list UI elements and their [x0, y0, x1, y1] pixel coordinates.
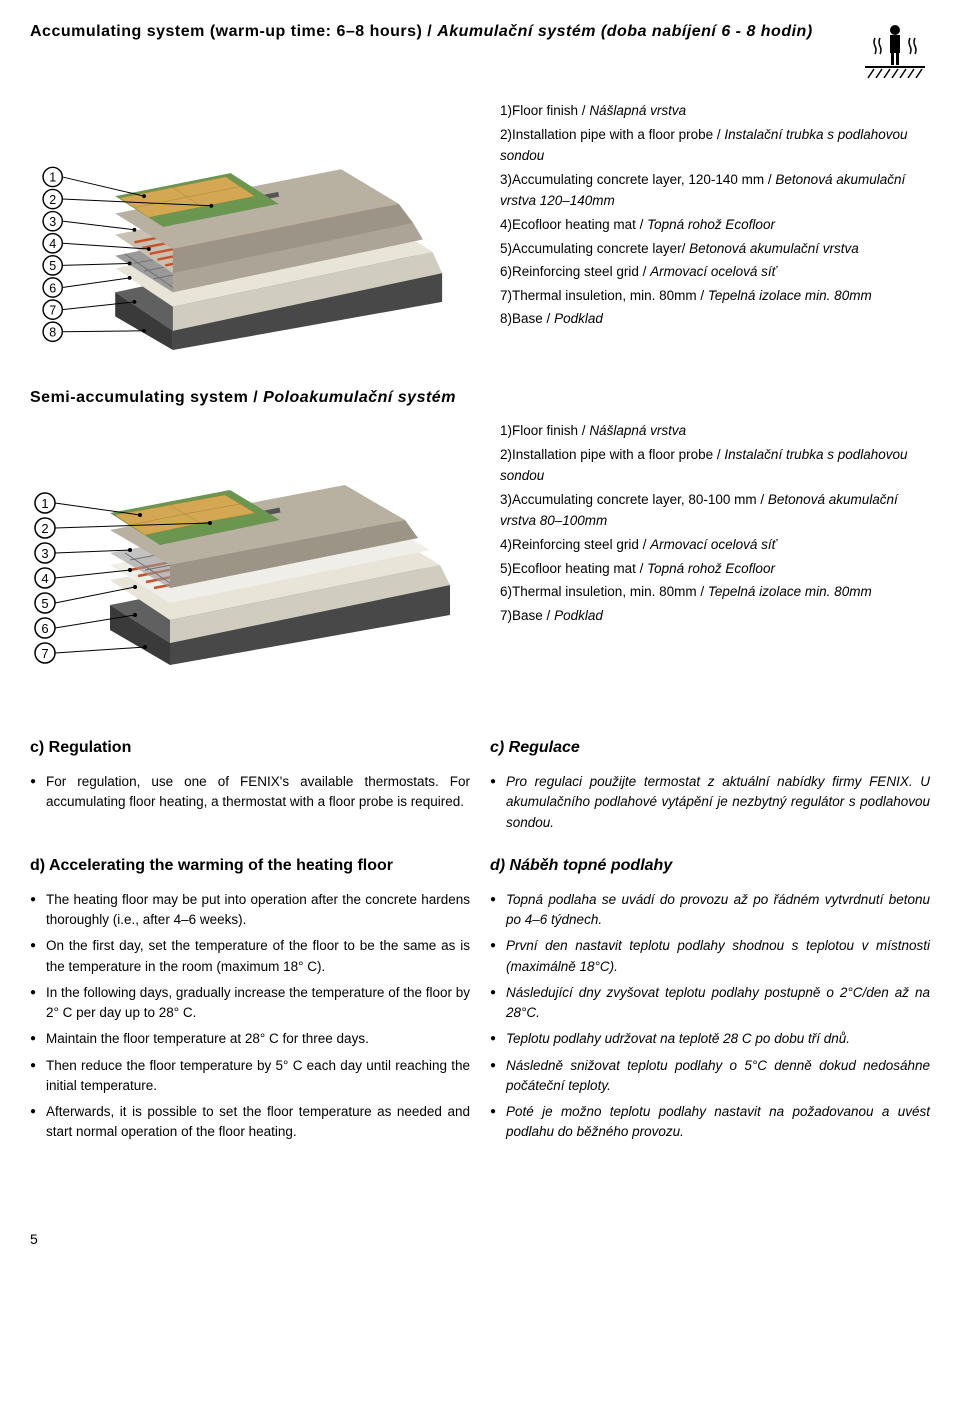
list-item: The heating floor may be put into operat…	[30, 890, 470, 931]
svg-text:6: 6	[49, 281, 56, 295]
svg-text:1: 1	[49, 171, 56, 185]
list-item: In the following days, gradually increas…	[30, 983, 470, 1024]
svg-text:2: 2	[41, 521, 48, 536]
regulation-head-cz: c) Regulace	[490, 736, 930, 760]
page-number: 5	[30, 1229, 930, 1250]
accel-list-en: The heating floor may be put into operat…	[30, 890, 470, 1143]
svg-text:4: 4	[41, 571, 48, 586]
floor-heat-icon	[860, 20, 930, 80]
list-item: Then reduce the floor temperature by 5° …	[30, 1056, 470, 1097]
diagram2-row: 1 2 3 4 5 6 7 1)Floor finish / Nášlapná …	[30, 420, 930, 676]
accel-head-en: d) Accelerating the warming of the heati…	[30, 854, 470, 878]
svg-text:8: 8	[49, 326, 56, 340]
svg-text:5: 5	[41, 596, 48, 611]
diagram1-image: 1 2 3 4 5 6 7 8	[30, 100, 460, 356]
list-item: Teplotu podlahy udržovat na teplotě 28 C…	[490, 1029, 930, 1049]
accel-list-cz: Topná podlaha se uvádí do provozu až po …	[490, 890, 930, 1143]
diagram2-legend: 1)Floor finish / Nášlapná vrstva 2)Insta…	[500, 420, 930, 676]
diagram1-row: 1 2 3 4 5 6 7 8 1)Floor finish / Nášlapn…	[30, 100, 930, 356]
regulation-text-en: For regulation, use one of FENIX's avail…	[30, 772, 470, 813]
list-item: On the first day, set the temperature of…	[30, 936, 470, 977]
diagram2-image: 1 2 3 4 5 6 7	[30, 420, 460, 676]
svg-text:4: 4	[49, 237, 56, 251]
regulation-head-en: c) Regulation	[30, 736, 470, 760]
list-item: Topná podlaha se uvádí do provozu až po …	[490, 890, 930, 931]
list-item: Afterwards, it is possible to set the fl…	[30, 1102, 470, 1143]
list-item: První den nastavit teplotu podlahy shodn…	[490, 936, 930, 977]
accelerating-section: d) Accelerating the warming of the heati…	[30, 854, 930, 1149]
accel-head-cz: d) Náběh topné podlahy	[490, 854, 930, 878]
regulation-section: c) Regulation For regulation, use one of…	[30, 736, 930, 839]
diagram1-legend: 1)Floor finish / Nášlapná vrstva 2)Insta…	[500, 100, 930, 356]
section2-title: Semi-accumulating system / Poloakumulačn…	[30, 386, 930, 410]
list-item: Maintain the floor temperature at 28° C …	[30, 1029, 470, 1049]
page-header: Accumulating system (warm-up time: 6–8 h…	[30, 20, 930, 80]
list-item: Následně snižovat teplotu podlahy o 5°C …	[490, 1056, 930, 1097]
main-title: Accumulating system (warm-up time: 6–8 h…	[30, 20, 813, 44]
svg-text:1: 1	[41, 496, 48, 511]
svg-text:2: 2	[49, 193, 56, 207]
svg-text:6: 6	[41, 621, 48, 636]
svg-text:7: 7	[49, 303, 56, 317]
svg-text:7: 7	[41, 646, 48, 661]
svg-text:3: 3	[41, 546, 48, 561]
svg-text:5: 5	[49, 259, 56, 273]
list-item: Následující dny zvyšovat teplotu podlahy…	[490, 983, 930, 1024]
list-item: Poté je možno teplotu podlahy nastavit n…	[490, 1102, 930, 1143]
regulation-text-cz: Pro regulaci použijte termostat z aktuál…	[490, 772, 930, 833]
svg-text:3: 3	[49, 215, 56, 229]
